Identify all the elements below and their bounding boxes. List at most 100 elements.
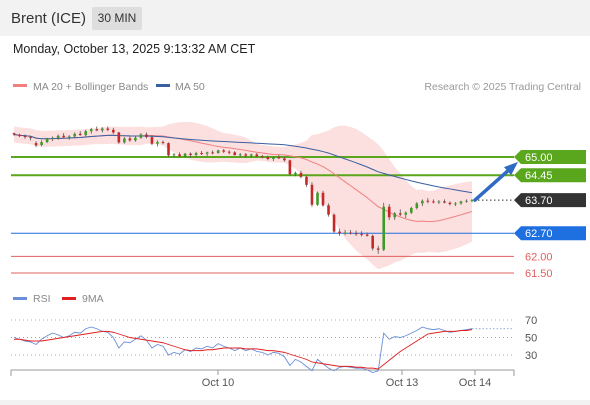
candle [45,137,49,144]
candle [421,199,424,207]
candle [343,229,347,236]
candle-body [277,157,281,159]
candle [112,127,115,134]
timeframe-button[interactable]: 30 MIN [92,7,142,30]
candle [426,198,430,204]
candle-body [283,158,286,161]
candle [294,171,297,177]
candle-body [454,203,457,205]
candle-body [18,134,21,137]
candle [34,141,38,148]
candle-body [244,154,248,156]
candle [40,140,43,147]
candle [56,134,60,140]
candle-body [332,214,336,232]
candle [354,230,358,236]
candle-body [12,133,16,135]
rsi-legend: RSI 9MA [13,293,104,305]
candle [67,135,71,140]
candle-body [29,137,32,139]
candle-body [266,157,270,159]
candle-body [178,154,181,157]
candle-body [338,231,341,234]
ma50-legend-swatch [156,84,170,87]
candle [233,151,237,156]
rsi-ma-legend-label: 9MA [82,293,104,305]
candle [299,170,303,179]
candle-body [249,154,253,156]
candle [305,175,308,187]
candle-body [432,201,435,203]
candle-body [310,184,314,205]
candle [84,129,88,137]
ma50-line [13,133,473,194]
candle-body [112,129,115,133]
rsi-legend-swatch [13,297,27,300]
candle [161,140,165,145]
rsi-ma-line [14,329,473,370]
candle-body [150,137,154,144]
level-label-61.50: 61.50 [525,268,553,280]
candle-body [393,213,397,218]
candle [238,153,242,157]
candle-body [128,138,132,141]
candle-body [95,129,99,131]
candle-body [398,213,402,215]
candle-body [106,128,110,130]
candle [321,190,325,207]
bollinger-band [14,121,472,270]
candle-body [227,151,231,153]
candle-body [200,153,203,155]
candle-body [84,131,88,136]
candle-body [156,142,159,144]
candle [443,199,446,204]
forecast-shaft [473,165,514,202]
candle [398,209,402,216]
candle [29,135,32,141]
candle [277,155,281,159]
candle-body [89,129,93,132]
candle [432,199,435,204]
candle-body [255,154,259,157]
copyright: Research © 2025 Trading Central [424,81,581,93]
candle-body [360,233,363,235]
candle [365,232,369,237]
forecast-head [504,161,518,176]
candle [327,203,330,217]
candle [261,155,264,159]
candle-body [134,137,137,141]
candle [73,132,76,138]
candle [454,202,457,207]
candle [117,131,121,144]
candle [222,149,225,154]
candle [349,229,352,235]
rsi-tick-50: 50 [525,333,537,345]
candle-body [387,206,391,218]
candle-body [294,172,297,175]
candle [283,157,286,162]
candle-body [443,201,446,203]
candle-body [327,205,330,215]
candle-body [222,150,225,152]
candle-body [404,212,408,215]
candle [23,134,27,139]
candle-body [272,157,275,159]
candle-body [117,132,121,143]
candle-body [34,143,38,146]
level-tag-63.70 [514,193,586,208]
legend: MA 20 + Bollinger Bands MA 50 Research ©… [13,81,581,93]
candle [89,127,93,134]
candle [156,140,159,147]
candle-body [376,248,380,250]
candle [128,135,132,142]
candle [12,132,16,136]
ma20-legend-label: MA 20 + Bollinger Bands [33,81,148,93]
level-label-62.70: 62.70 [525,228,553,240]
candle [216,149,220,154]
candle-body [45,138,49,143]
candle [382,202,386,252]
candle [134,136,137,142]
candle [189,152,192,158]
candle-body [365,234,369,236]
candle-body [123,138,126,143]
